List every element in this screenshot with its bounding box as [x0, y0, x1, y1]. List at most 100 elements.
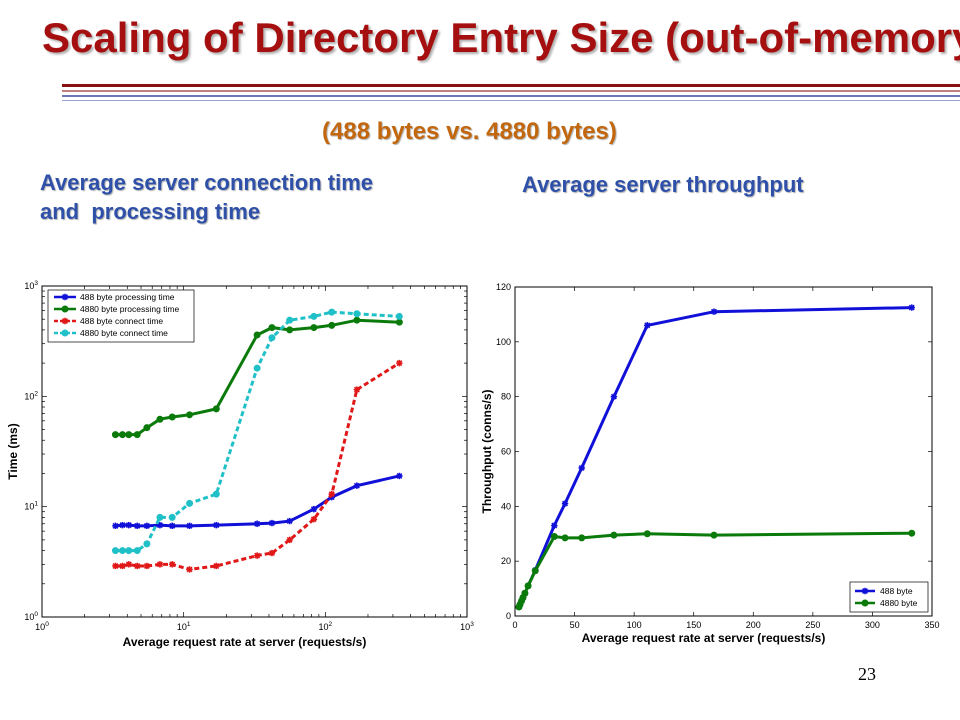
data-point — [134, 522, 141, 530]
data-point — [133, 547, 141, 555]
legend-label: 4880 byte — [880, 598, 918, 608]
data-point — [286, 326, 294, 334]
page-number: 23 — [858, 664, 876, 684]
legend-label: 488 byte connect time — [80, 316, 163, 326]
data-point — [561, 534, 569, 542]
x-tick-label: 350 — [924, 620, 939, 630]
legend: 488 byte processing time 4880 byte proces… — [47, 289, 195, 343]
y-tick-label: 0 — [506, 611, 511, 621]
data-point — [111, 547, 119, 555]
y-tick-label: 100 — [496, 337, 511, 347]
data-point — [550, 532, 558, 540]
left-chart-caption: Average server connection time and proce… — [40, 168, 373, 226]
data-point — [353, 482, 361, 489]
data-point — [310, 505, 318, 513]
data-point — [213, 521, 220, 529]
data-point — [168, 513, 176, 521]
data-point — [253, 520, 261, 527]
data-point — [268, 519, 276, 527]
data-point — [186, 566, 193, 573]
x-tick-label: 101 — [177, 621, 191, 632]
data-point — [328, 321, 336, 329]
data-point — [186, 411, 194, 419]
y-tick-label: 101 — [24, 501, 38, 512]
legend-label: 4880 byte processing time — [80, 304, 179, 314]
data-point — [118, 431, 126, 439]
x-tick-label: 250 — [805, 620, 820, 630]
time-loglog-chart: 100 101 102 103 100 101 102 103 Average request … — [6, 280, 474, 649]
series-line-4880-byte-processing-time — [115, 318, 400, 437]
data-point — [268, 324, 276, 332]
data-point — [268, 334, 276, 342]
data-point — [186, 499, 194, 507]
slide-title: Scaling of Directory Entry Size (out-of-… — [42, 14, 960, 61]
y-tick-label: 102 — [24, 390, 38, 401]
data-point — [134, 562, 141, 570]
data-point — [521, 589, 529, 597]
title-rule-dark-red — [62, 84, 960, 87]
y-tick-label: 60 — [501, 447, 511, 457]
data-point — [119, 562, 126, 570]
data-point — [395, 312, 403, 320]
data-point — [644, 322, 651, 329]
legend-marker — [861, 587, 869, 595]
data-point — [253, 552, 261, 559]
data-point — [186, 522, 193, 530]
x-tick-label: 100 — [627, 620, 642, 630]
legend-label: 4880 byte connect time — [80, 328, 168, 338]
data-point — [396, 359, 403, 367]
legend-marker — [61, 317, 69, 325]
data-point — [710, 308, 718, 315]
data-point — [353, 310, 361, 318]
x-tick-label: 103 — [460, 621, 474, 632]
data-point — [143, 540, 151, 548]
data-point — [578, 534, 586, 542]
title-rule-light-blue — [62, 100, 960, 101]
legend-box — [849, 581, 929, 613]
data-point — [212, 405, 220, 413]
x-tick-label: 0 — [512, 620, 517, 630]
left-caption-line-2: and processing time — [40, 199, 261, 224]
y-tick-label: 100 — [24, 611, 38, 622]
data-point — [524, 582, 532, 590]
data-point — [133, 431, 141, 439]
slide-subtitle: (488 bytes vs. 4880 bytes) — [322, 118, 617, 145]
title-rule-blue — [62, 95, 960, 97]
series-line-488-byte-connect-time — [115, 361, 401, 571]
y-tick-label: 120 — [496, 282, 511, 292]
series-4880-byte-processing-time — [111, 316, 403, 439]
legend-marker — [861, 599, 869, 607]
data-point — [168, 413, 176, 421]
x-axis-title: Average request rate at server (requests… — [123, 635, 367, 649]
legend-marker — [61, 329, 69, 337]
throughput-chart: 0 50 100 150 200 250 300 350 0 20 40 60 80 100 120 Aver… — [480, 282, 940, 645]
data-point — [551, 522, 558, 529]
data-point — [156, 561, 164, 568]
data-point — [253, 364, 261, 372]
series-488-byte-connect-time — [112, 359, 403, 573]
data-point — [253, 331, 261, 339]
x-tick-label: 300 — [865, 620, 880, 630]
data-point — [578, 464, 585, 472]
x-tick-label: 150 — [686, 620, 701, 630]
data-point — [353, 386, 361, 393]
data-point — [112, 522, 119, 530]
data-point — [119, 521, 126, 529]
x-tick-label: 100 — [35, 621, 49, 632]
data-point — [143, 522, 151, 530]
data-point — [643, 530, 651, 538]
data-point — [156, 415, 164, 423]
data-point — [212, 490, 220, 498]
data-point — [286, 517, 293, 525]
x-tick-label: 102 — [319, 621, 333, 632]
x-tick-label: 200 — [746, 620, 761, 630]
data-point — [169, 561, 176, 568]
data-point — [710, 531, 718, 539]
data-point — [125, 431, 133, 439]
data-point — [353, 316, 361, 324]
legend-label: 488 byte — [880, 586, 913, 596]
x-axis-title: Average request rate at server (requests… — [582, 631, 826, 645]
data-point — [125, 547, 133, 555]
title-rule-light-red — [62, 90, 960, 92]
data-point — [143, 424, 151, 432]
